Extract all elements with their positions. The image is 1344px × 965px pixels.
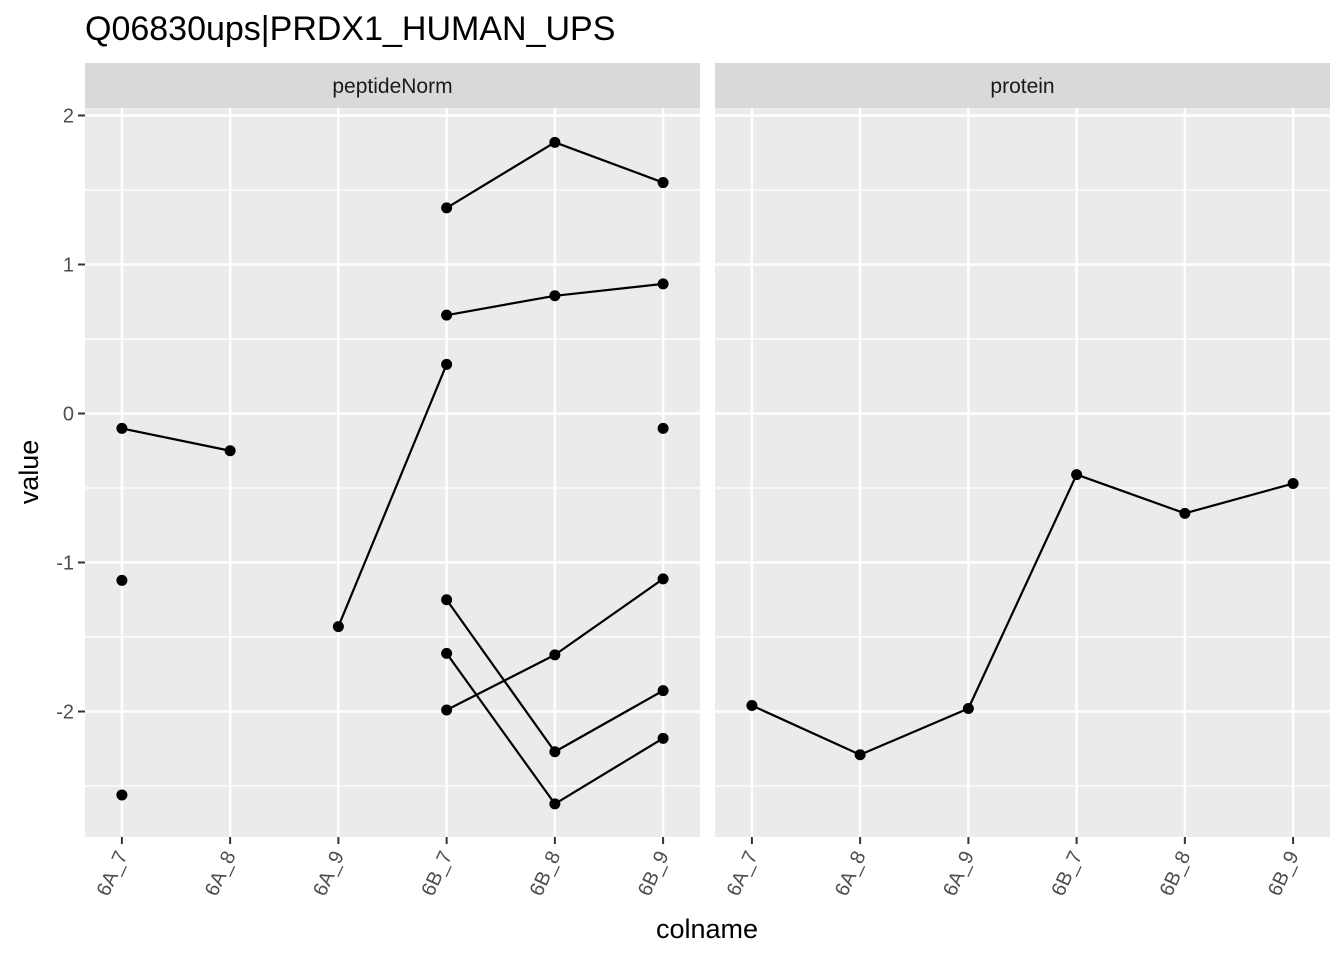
data-point xyxy=(441,594,453,606)
x-tick-label: 6A_8 xyxy=(201,848,241,900)
y-tick-label: -1 xyxy=(56,553,74,575)
data-point xyxy=(116,422,128,434)
data-point xyxy=(224,445,236,457)
data-point xyxy=(549,290,561,302)
panel-protein: protein 6A_7 6A_8 6A_9 6B_7 6B_8 6B_9 xyxy=(715,63,1330,899)
x-tick-label: 6B_7 xyxy=(1047,848,1087,900)
data-point xyxy=(549,136,561,148)
data-point xyxy=(549,649,561,661)
x-tick-label: 6A_8 xyxy=(831,848,871,900)
series-line-segment xyxy=(554,282,664,297)
x-axis-title: colname xyxy=(656,914,758,944)
x-tick-label: 6B_9 xyxy=(1264,848,1304,900)
x-tick-label: 6A_9 xyxy=(939,848,979,900)
series-line-segment xyxy=(446,141,556,209)
data-point xyxy=(657,732,669,744)
data-point xyxy=(657,573,669,585)
panels-layer: peptideNorm -2 -1 0 1 2 6A_7 6A_8 6A_9 6B_7 6B_8 6B… xyxy=(56,63,1330,899)
x-tick-label: 6A_7 xyxy=(723,848,763,900)
data-point xyxy=(441,202,453,214)
data-point xyxy=(116,574,128,586)
data-point xyxy=(441,647,453,659)
series-line-segment xyxy=(554,689,664,753)
strip-label: protein xyxy=(990,75,1054,98)
x-tick-label: 6B_7 xyxy=(417,848,457,900)
x-tick-label: 6B_9 xyxy=(634,848,674,900)
data-point xyxy=(657,278,669,290)
data-point xyxy=(441,704,453,716)
series-line-segment xyxy=(446,294,556,317)
strip-label: peptideNorm xyxy=(332,75,452,98)
strip-background xyxy=(85,63,700,108)
y-axis-title: value xyxy=(14,440,44,505)
data-point xyxy=(1071,469,1083,481)
series-line-segment xyxy=(554,737,664,805)
data-point xyxy=(657,685,669,697)
x-tick-label: 6B_8 xyxy=(1156,848,1196,900)
x-tick-label: 6A_7 xyxy=(93,848,133,900)
series-line-segment xyxy=(1184,482,1294,515)
data-point xyxy=(657,422,669,434)
series-line-segment xyxy=(445,599,556,753)
series-line-segment xyxy=(121,427,231,452)
data-point xyxy=(854,749,866,761)
data-point xyxy=(116,789,128,801)
series-line-segment xyxy=(337,363,448,627)
data-point xyxy=(332,621,344,633)
data-point xyxy=(1179,507,1191,519)
series-line-segment xyxy=(1076,473,1186,515)
strip-background xyxy=(715,63,1330,108)
series-line-segment xyxy=(554,577,664,656)
data-point xyxy=(746,700,758,712)
panel-peptideNorm: peptideNorm -2 -1 0 1 2 6A_7 6A_8 6A_9 6B_7 6B_8 6B… xyxy=(56,63,700,899)
y-tick-label: 2 xyxy=(63,106,74,128)
x-tick-label: 6B_8 xyxy=(526,848,566,900)
y-tick-label: 0 xyxy=(63,404,74,426)
panel-background xyxy=(85,108,700,837)
data-point xyxy=(962,703,974,715)
data-point xyxy=(549,746,561,758)
data-point xyxy=(657,177,669,189)
series-line-segment xyxy=(445,652,556,805)
series-line-segment xyxy=(446,653,556,711)
y-tick-label: 1 xyxy=(63,255,74,277)
data-point xyxy=(549,798,561,810)
series-line-segment xyxy=(967,474,1078,709)
series-line-segment xyxy=(554,141,664,184)
panel-background xyxy=(715,108,1330,837)
data-point xyxy=(441,358,453,370)
chart-title: Q06830ups|PRDX1_HUMAN_UPS xyxy=(85,10,615,48)
x-tick-label: 6A_9 xyxy=(309,848,349,900)
data-point xyxy=(441,309,453,321)
series-line-segment xyxy=(751,704,861,756)
series-line-segment xyxy=(859,707,969,756)
data-point xyxy=(1287,478,1299,490)
y-tick-label: -2 xyxy=(56,702,74,724)
